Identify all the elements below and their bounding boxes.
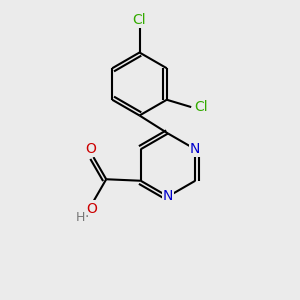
Text: N: N: [190, 142, 200, 156]
Text: N: N: [163, 190, 173, 203]
Text: Cl: Cl: [194, 100, 208, 114]
Text: O: O: [85, 142, 96, 156]
Text: O: O: [86, 202, 98, 215]
Text: Cl: Cl: [133, 13, 146, 26]
Text: H: H: [75, 211, 85, 224]
Text: ·: ·: [84, 210, 89, 224]
